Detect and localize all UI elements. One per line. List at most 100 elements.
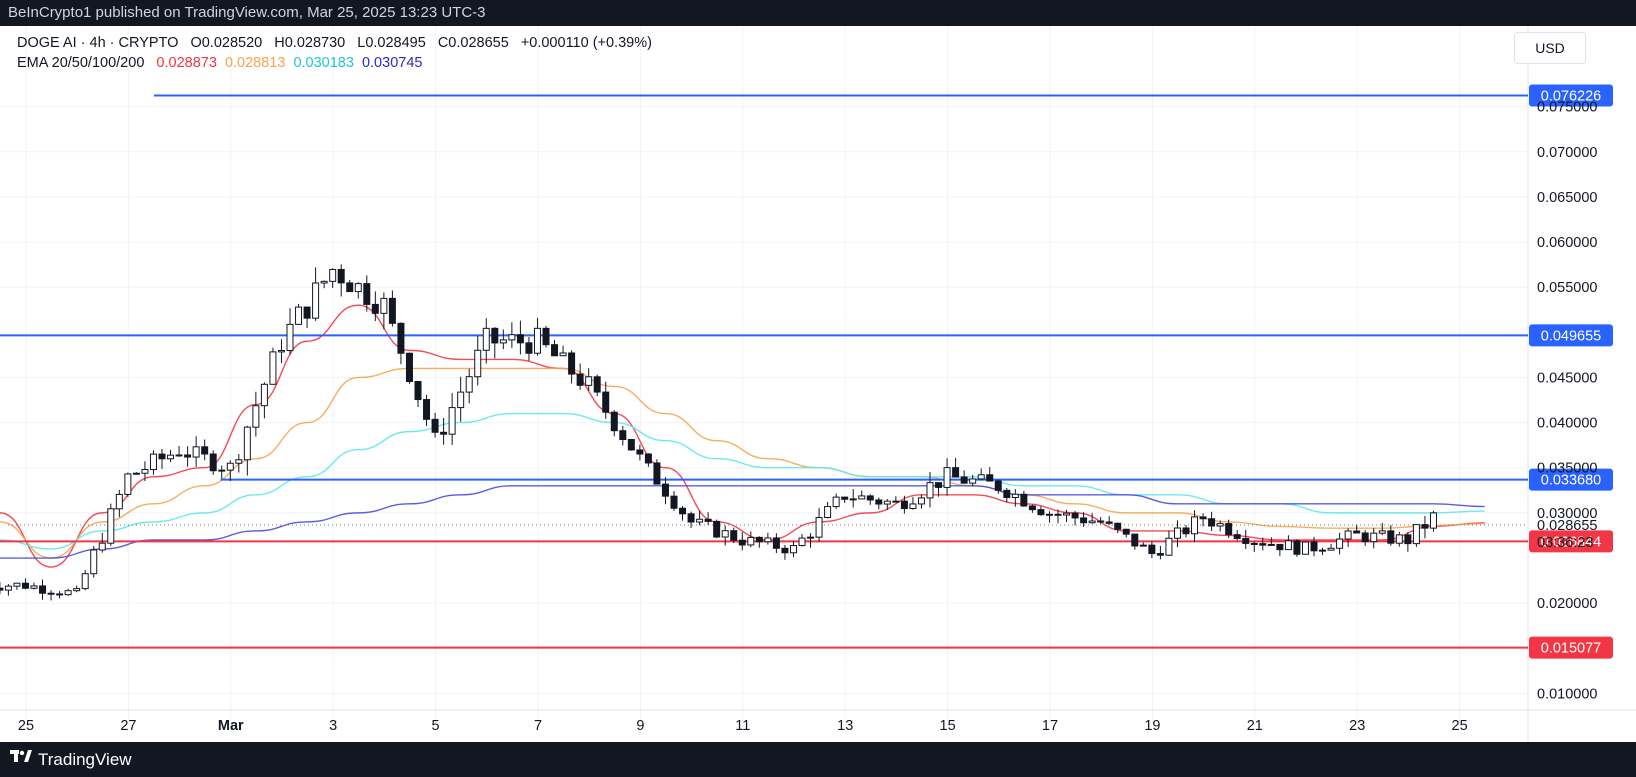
candle-body: [841, 496, 849, 500]
candle-body: [1216, 523, 1224, 527]
candle-body: [602, 391, 610, 413]
candle-body: [1395, 534, 1403, 544]
candle-body: [0, 587, 4, 591]
candle-body: [107, 508, 115, 544]
candle-body: [1173, 527, 1181, 539]
tradingview-logo-icon: [10, 742, 32, 777]
candle-body: [260, 383, 268, 407]
candle-body: [815, 517, 823, 538]
candle-body: [1148, 544, 1156, 555]
ema-label[interactable]: EMA 20/50/100/200: [17, 55, 145, 71]
candle-body: [1421, 524, 1429, 529]
candle-body: [1105, 521, 1113, 524]
candle-body: [209, 453, 217, 472]
candle-body: [1054, 513, 1062, 516]
price-tick-label: 0.020000: [1537, 596, 1597, 612]
candle-body: [764, 537, 772, 543]
level-price-label: 0.026844: [1541, 534, 1601, 550]
candle-body: [499, 339, 507, 344]
candle-body: [738, 539, 746, 546]
candle-body: [90, 549, 98, 575]
horizontal-levels: 0.076226 0.049655 0.033680 0.026844 0.015077…: [0, 84, 1613, 659]
price-chart[interactable]: 0.076226 0.049655 0.033680 0.026844 0.015077…: [0, 26, 1636, 742]
candle-body: [1020, 493, 1028, 507]
candle-body: [926, 482, 934, 499]
candle-body: [994, 480, 1002, 491]
candle-body: [56, 593, 64, 596]
candle-body: [1122, 528, 1130, 535]
candle-body: [167, 454, 175, 460]
candle-body: [226, 462, 234, 471]
ema200-value: 0.030745: [361, 55, 423, 71]
ohlc-legend: DOGE AI · 4h · CRYPTO O0.028520 H0.02873…: [17, 35, 660, 51]
candle-body: [1165, 537, 1173, 556]
candle-body: [653, 462, 661, 485]
candle-body: [713, 520, 721, 538]
chart-panel[interactable]: 0.076226 0.049655 0.033680 0.026844 0.015077…: [0, 26, 1636, 742]
time-tick-label: 25: [18, 718, 34, 734]
level-price-tag: [1529, 324, 1613, 347]
price-tick-label: 0.060000: [1537, 235, 1597, 251]
publisher-header: BeInCrypto1 published on TradingView.com…: [0, 0, 1636, 26]
level-price-tag: [1529, 84, 1613, 107]
time-axis: 25 27 Mar 3 5 7 9 11 13 15 17 19 21 23 25: [18, 718, 1468, 734]
candle-body: [551, 344, 559, 357]
tradingview-brand[interactable]: TradingView: [38, 750, 132, 769]
candle-body: [661, 483, 669, 497]
candle-body: [491, 327, 499, 344]
candle-body: [986, 474, 994, 482]
candle-body: [184, 454, 192, 458]
candle-body: [277, 350, 285, 353]
close-value: C0.028655: [437, 35, 509, 51]
candle-body: [320, 280, 328, 284]
time-tick-label: 19: [1144, 718, 1160, 734]
low-value: L0.028495: [357, 35, 426, 51]
symbol-label[interactable]: DOGE AI · 4h · CRYPTO: [17, 35, 179, 51]
candle-body: [1199, 516, 1207, 520]
level-price-label: 0.076226: [1541, 89, 1601, 105]
time-tick-label: 17: [1042, 718, 1058, 734]
candle-body: [303, 306, 311, 319]
candle-body: [1011, 493, 1019, 499]
candle-body: [798, 537, 806, 547]
ema20-value: 0.028873: [156, 55, 217, 71]
candle-body: [414, 381, 422, 401]
candle-body: [218, 469, 226, 472]
candle-body: [781, 547, 789, 554]
candle-body: [533, 327, 541, 354]
candle-body: [1088, 520, 1096, 524]
candle-body: [900, 500, 908, 510]
candle-body: [1361, 532, 1369, 543]
countdown-label: 03:36:23: [1537, 535, 1593, 551]
candle-body: [1353, 530, 1361, 534]
candle-body: [4, 585, 12, 591]
candle-body: [1250, 542, 1258, 545]
time-tick-label: 25: [1452, 718, 1468, 734]
price-tick-label: 0.010000: [1537, 686, 1597, 702]
level-price-tag: [1529, 636, 1613, 659]
price-tick-label: 0.045000: [1537, 370, 1597, 386]
candle-body: [627, 438, 635, 451]
candle-body: [1114, 522, 1122, 530]
candle-body: [201, 446, 209, 455]
candle-body: [1233, 534, 1241, 539]
candle-body: [1259, 543, 1267, 546]
candle-body: [670, 495, 678, 509]
level-price-tag: [1529, 530, 1613, 553]
grid-lines: [0, 26, 1528, 724]
candle-body: [474, 349, 482, 378]
candle-body: [346, 282, 354, 293]
candle-body: [935, 482, 943, 488]
level-price-label: 0.015077: [1541, 641, 1601, 657]
price-tick-label: 0.030000: [1537, 506, 1597, 522]
open-value: O0.028520: [190, 35, 263, 51]
ema-lines: [0, 304, 1485, 568]
price-tick-label: 0.035000: [1537, 461, 1597, 477]
currency-button[interactable]: USD: [1514, 32, 1586, 64]
candle-body: [679, 507, 687, 515]
candle-body: [405, 352, 413, 383]
candle-body: [576, 373, 584, 386]
candle-body: [1242, 537, 1250, 544]
ema-line-3: [0, 485, 1485, 559]
candle-body: [149, 453, 157, 470]
